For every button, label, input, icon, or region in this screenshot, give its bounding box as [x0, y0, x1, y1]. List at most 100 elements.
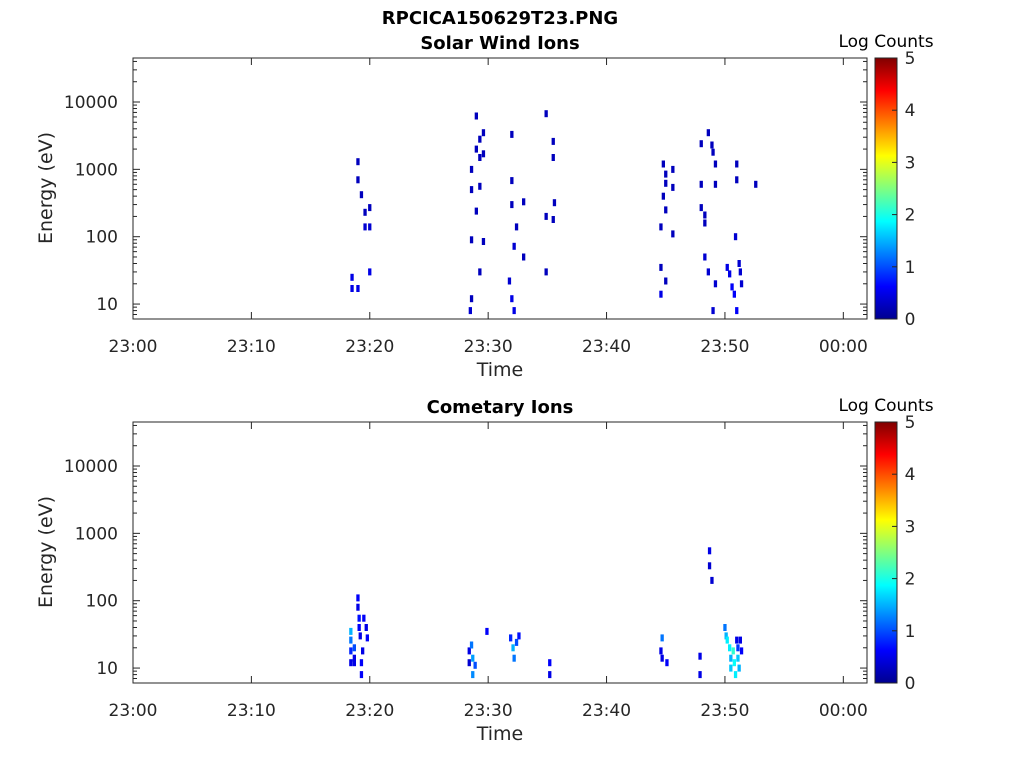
- y-tick-label: 10000: [64, 93, 118, 113]
- heatmap-cell: [711, 148, 715, 156]
- heatmap-cell: [356, 285, 360, 292]
- heatmap-cell: [664, 170, 668, 178]
- heatmap-cell: [481, 150, 486, 158]
- heatmap-cell: [739, 647, 744, 655]
- axis-ticks: 23:00 23:10 23:20 23:30 23:40 23:50 00:00 10 100…: [64, 422, 868, 721]
- heatmap-cell: [699, 140, 703, 148]
- colorbar-tick-label: 0: [905, 310, 916, 330]
- x-tick-label: 23:00: [109, 337, 158, 357]
- colorbar-tick-label: 2: [905, 570, 916, 590]
- axis-ticks: 23:00 23:10 23:20 23:30 23:40 23:50 00:00 10 100…: [64, 58, 868, 357]
- y-tick-label: 10000: [64, 457, 118, 477]
- heatmap-cell: [467, 647, 471, 655]
- y-tick-label: 1000: [75, 160, 118, 180]
- heatmap-cell: [664, 179, 668, 187]
- heatmap-cell: [544, 212, 548, 220]
- heatmap-cell: [737, 260, 741, 267]
- heatmap-cell: [710, 141, 714, 149]
- heatmap-cell: [735, 636, 739, 644]
- x-tick-label: 23:10: [227, 337, 276, 357]
- colorbar-label: Log Counts: [838, 32, 933, 52]
- heatmap-cell: [713, 180, 718, 188]
- heatmap-cell: [710, 576, 714, 584]
- heatmap-cell: [738, 636, 742, 644]
- heatmap-cell: [363, 223, 367, 231]
- heatmap-cell: [363, 208, 367, 216]
- heatmap-cell: [671, 230, 675, 238]
- figure-title: RPCICA150629T23.PNG: [382, 8, 618, 29]
- panel-solar-wind-ions: Solar Wind Ions 23:00 23:10 23:20 23:30 23:4…: [35, 32, 934, 381]
- heatmap-cell: [664, 206, 668, 214]
- heatmap-cell: [548, 659, 552, 667]
- heatmap-cell: [485, 627, 489, 635]
- heatmap-cell: [356, 158, 360, 166]
- heatmap-cell: [711, 307, 715, 315]
- y-tick-label: 10: [96, 659, 118, 679]
- heatmap-cell: [713, 160, 718, 168]
- heatmap-cell: [357, 624, 361, 631]
- heatmap-cell: [471, 654, 475, 662]
- heatmap-cell: [467, 659, 471, 667]
- heatmap-cell: [713, 280, 718, 288]
- heatmap-cell: [732, 290, 736, 298]
- heatmap-cell: [359, 659, 364, 667]
- heatmap-cell: [733, 233, 738, 241]
- heatmap-cell: [728, 644, 732, 652]
- heatmap-cell: [471, 671, 475, 679]
- x-tick-label: 00:00: [819, 701, 868, 721]
- heatmap-cell: [665, 659, 669, 667]
- heatmap-cell: [474, 145, 478, 153]
- heatmap-cell: [349, 647, 353, 655]
- heatmap-cell: [698, 652, 702, 660]
- x-tick-label: 23:50: [700, 337, 749, 357]
- heatmap-cell: [699, 180, 703, 188]
- heatmap-cell: [737, 664, 741, 672]
- heatmap-cell: [544, 110, 548, 118]
- heatmap-cell: [551, 216, 555, 223]
- heatmap-cell: [551, 137, 555, 145]
- heatmap-cell: [474, 112, 478, 120]
- heatmap-cell: [511, 644, 515, 652]
- heatmap-cell: [732, 659, 736, 667]
- heatmap-cell: [359, 191, 364, 199]
- colorbar-tick-label: 3: [905, 517, 916, 537]
- x-axis-label: Time: [476, 359, 524, 381]
- heatmap-cell: [514, 638, 519, 646]
- chart-title: Solar Wind Ions: [420, 33, 579, 54]
- heatmap-cell: [352, 654, 356, 662]
- y-tick-label: 10: [96, 295, 118, 315]
- heatmap-cell: [729, 664, 733, 672]
- heatmap-cell: [512, 307, 516, 315]
- heatmap-cell: [731, 647, 735, 655]
- heatmap-cell: [364, 624, 368, 631]
- heatmap-cell: [358, 632, 362, 640]
- heatmap-cell: [510, 201, 514, 209]
- heatmap-cell: [478, 135, 482, 143]
- heatmap-cell: [478, 268, 482, 276]
- heatmap-cell: [368, 204, 372, 212]
- chart-title: Cometary Ions: [427, 397, 574, 418]
- colorbar-tick-label: 0: [905, 674, 916, 694]
- heatmap-cell: [512, 242, 516, 250]
- heatmap-cell: [659, 290, 663, 298]
- heatmap-cell: [469, 186, 474, 194]
- heatmap-cell: [350, 273, 354, 281]
- heatmap-cell: [478, 182, 482, 190]
- heatmap-cell: [703, 219, 707, 227]
- heatmap-cell: [735, 176, 739, 184]
- heatmap-cell: [707, 547, 712, 555]
- heatmap-cell: [349, 627, 353, 635]
- colorbar-label: Log Counts: [838, 396, 933, 416]
- heatmap-cell: [729, 654, 733, 662]
- heatmap-cell: [469, 295, 474, 303]
- heatmap-cell: [738, 268, 742, 276]
- heatmap-cell: [735, 307, 739, 315]
- heatmap-cell: [517, 632, 521, 640]
- colorbar-gradient: [874, 57, 898, 320]
- heatmap-cell: [698, 671, 702, 679]
- heatmap-cell: [725, 263, 729, 271]
- heatmap-cell: [356, 594, 360, 602]
- heatmap-cell: [350, 285, 354, 292]
- x-tick-label: 23:40: [582, 337, 631, 357]
